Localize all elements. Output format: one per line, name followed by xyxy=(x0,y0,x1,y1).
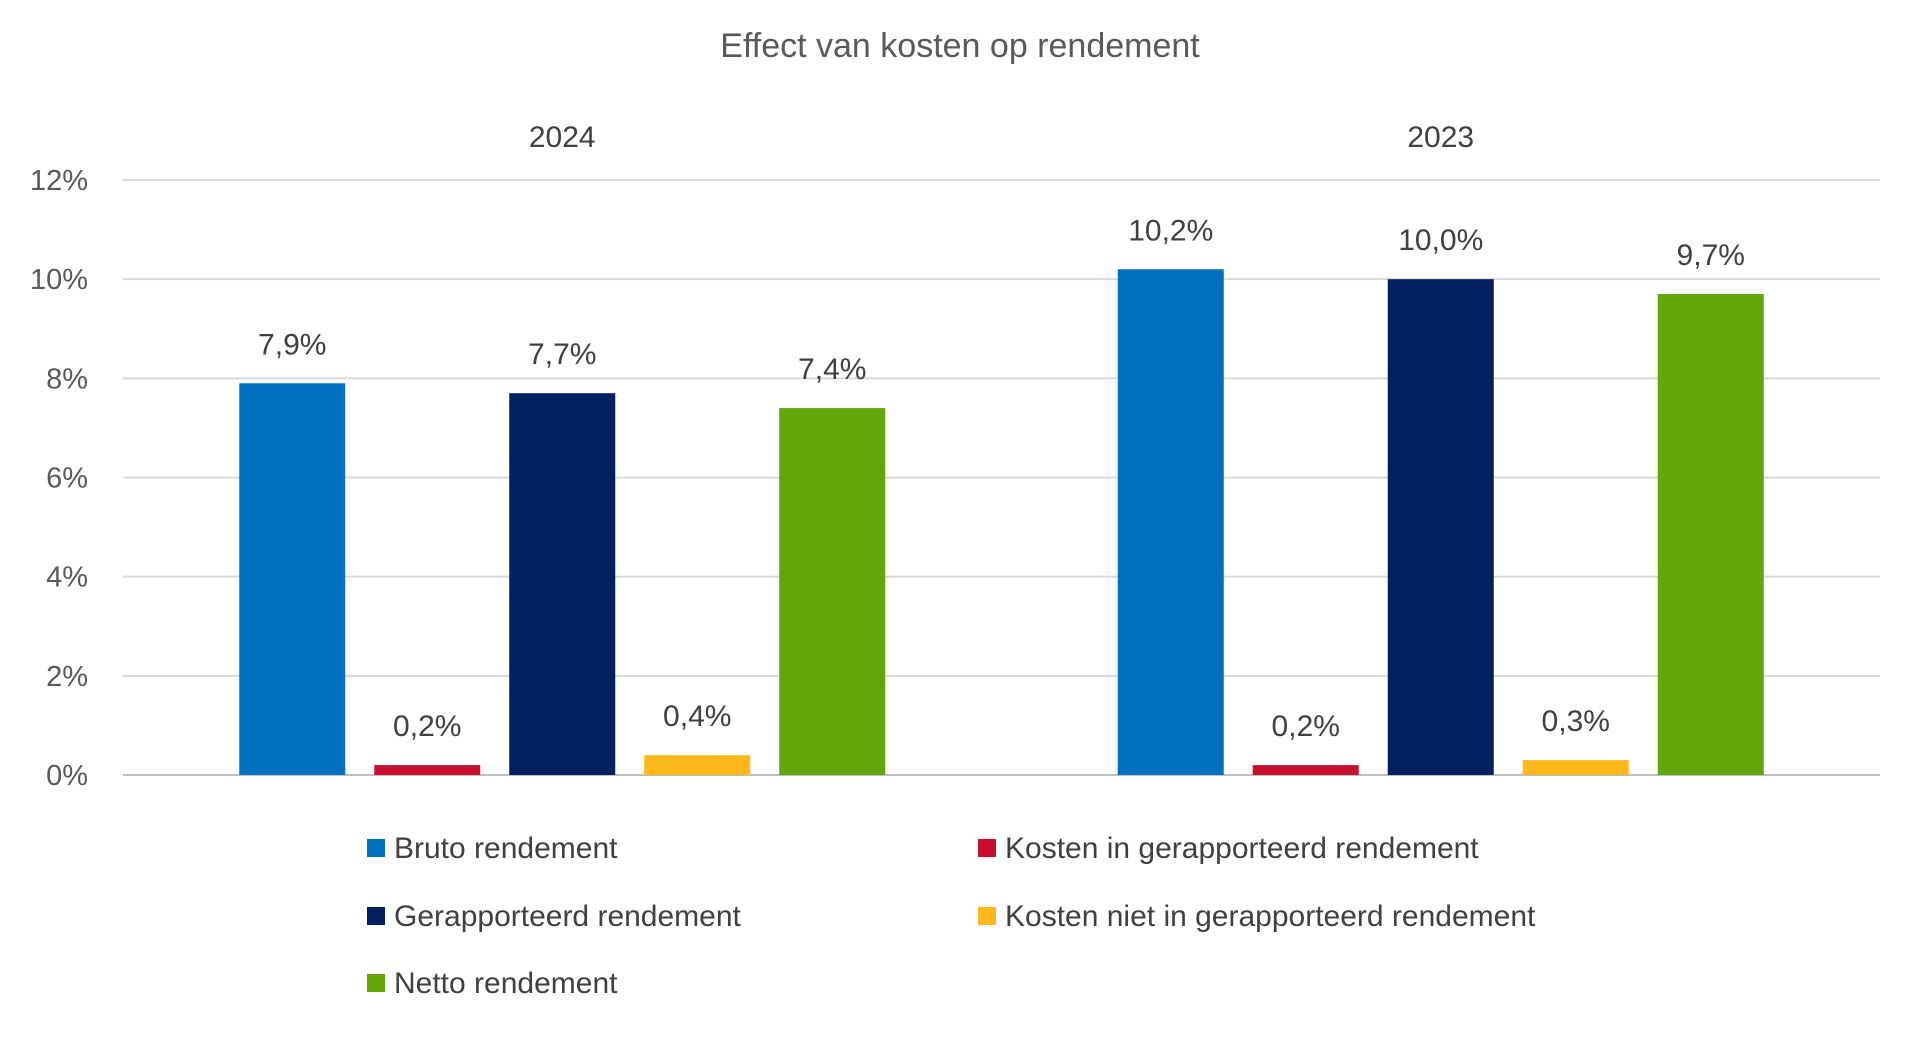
bar xyxy=(1522,760,1629,775)
data-label: 0,4% xyxy=(663,700,731,733)
legend-item: Bruto rendement xyxy=(367,832,618,865)
y-tick-label: 10% xyxy=(30,264,88,296)
data-labels: 7,9% 0,2% 7,7% 0,4% 7,4% 10,2% 0,2% 10,0% 0,3% 9,… xyxy=(258,214,1745,743)
y-tick-label: 6% xyxy=(46,463,88,495)
data-label: 7,7% xyxy=(528,338,596,371)
legend-label: Kosten in gerapporteerd rendement xyxy=(1005,832,1479,865)
y-tick-label: 2% xyxy=(46,661,88,693)
data-label: 0,2% xyxy=(393,710,461,743)
legend-item: Kosten in gerapporteerd rendement xyxy=(978,832,1479,865)
legend-label: Kosten niet in gerapporteerd rendement xyxy=(1005,900,1536,933)
bar xyxy=(374,765,481,775)
legend-swatch xyxy=(978,907,996,925)
gridlines xyxy=(123,179,1880,776)
data-label: 0,3% xyxy=(1542,705,1610,738)
data-label: 10,0% xyxy=(1398,224,1483,257)
y-tick-label: 4% xyxy=(46,562,88,594)
bar xyxy=(1252,765,1359,775)
y-tick-label: 0% xyxy=(46,760,88,792)
legend-label: Netto rendement xyxy=(394,967,618,1000)
chart-title: Effect van kosten op rendement xyxy=(720,27,1200,65)
data-label: 0,2% xyxy=(1272,710,1340,743)
bar xyxy=(1117,269,1224,775)
y-tick-label: 12% xyxy=(30,165,88,197)
legend-swatch xyxy=(367,839,385,857)
legend-swatch xyxy=(367,907,385,925)
data-label: 10,2% xyxy=(1128,214,1213,247)
legend-item: Gerapporteerd rendement xyxy=(367,900,742,933)
data-label: 7,9% xyxy=(258,328,326,361)
category-label: 2023 xyxy=(1407,121,1474,154)
bar xyxy=(239,383,346,775)
legend-label: Gerapporteerd rendement xyxy=(394,900,742,933)
legend-label: Bruto rendement xyxy=(394,832,618,865)
category-labels: 2024 2023 xyxy=(529,121,1474,154)
legend: Bruto rendement Kosten in gerapporteerd r… xyxy=(367,832,1536,1000)
bar xyxy=(509,393,616,775)
y-tick-label: 8% xyxy=(46,363,88,395)
legend-swatch xyxy=(978,839,996,857)
bars xyxy=(239,269,1764,775)
data-label: 7,4% xyxy=(798,353,866,386)
legend-swatch xyxy=(367,974,385,992)
bar xyxy=(1657,294,1764,775)
legend-item: Kosten niet in gerapporteerd rendement xyxy=(978,900,1536,933)
bar xyxy=(644,755,751,775)
category-label: 2024 xyxy=(529,121,596,154)
bar xyxy=(1387,279,1494,775)
bar xyxy=(779,408,886,775)
y-axis-ticks: 0% 2% 4% 6% 8% 10% 12% xyxy=(30,165,88,792)
legend-item: Netto rendement xyxy=(367,967,618,1000)
data-label: 9,7% xyxy=(1677,239,1745,272)
